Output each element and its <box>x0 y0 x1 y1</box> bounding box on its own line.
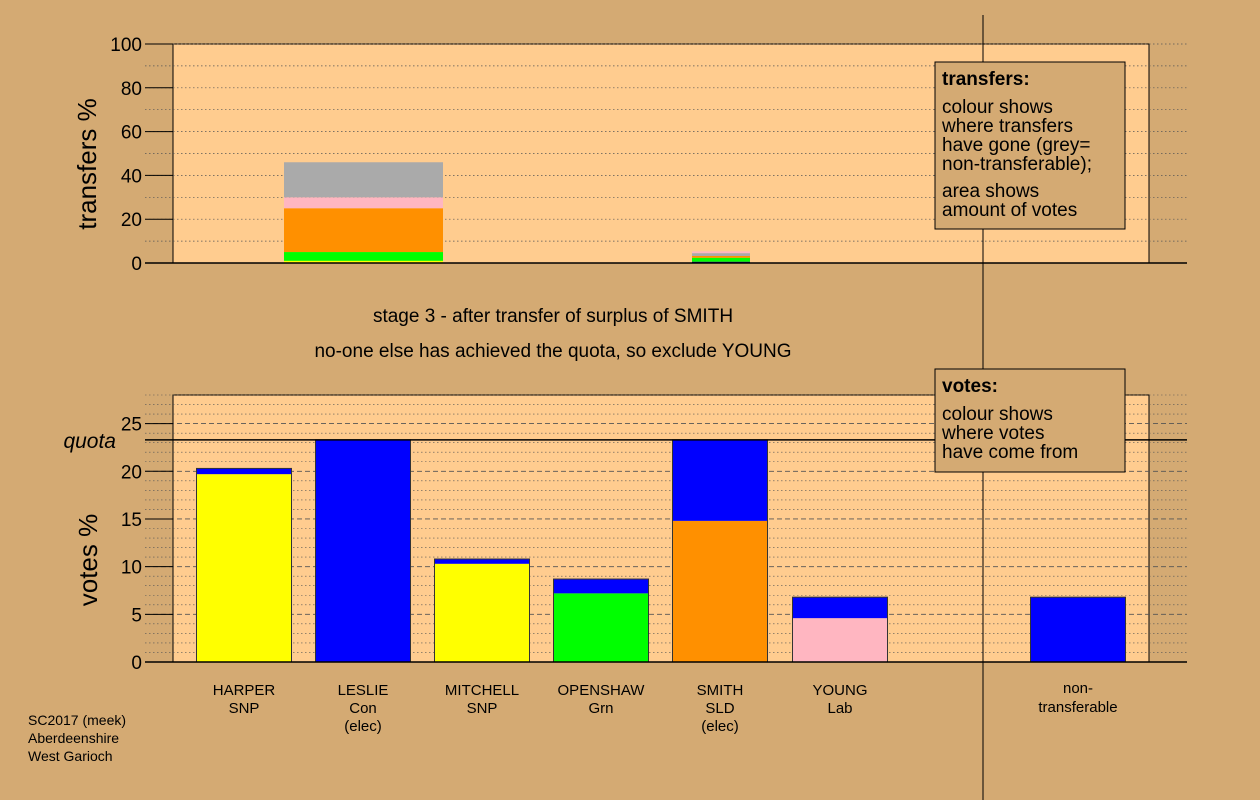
vote-segment <box>792 618 888 662</box>
transfer-segment <box>284 208 443 253</box>
votes-y-ticks: 0 5 10 15 20 25 <box>121 415 173 674</box>
nontransferable-segment <box>1030 597 1126 662</box>
transfer-segment <box>284 197 443 209</box>
transfers-legend: transfers: colour shows where transfers … <box>934 61 1126 230</box>
transfer-segment <box>284 260 443 263</box>
vote-segment <box>434 563 530 662</box>
vote-segment <box>792 597 888 619</box>
votes-y-tick-label: 0 <box>131 653 142 674</box>
footer-line: Aberdeenshire <box>28 730 119 746</box>
transfers-bars <box>284 162 750 263</box>
transfers-y-tick-label: 100 <box>110 35 142 56</box>
vote-segment <box>553 579 649 594</box>
transfers-y-ticks: 0 20 40 60 80 100 <box>110 35 173 275</box>
vote-segment <box>553 593 649 662</box>
candidate-label-line: SNP <box>229 700 260 717</box>
nontransferable-label-line: transferable <box>1038 699 1117 716</box>
votes-y-tick-label: 5 <box>131 605 142 626</box>
transfers-y-axis-label: transfers % <box>72 98 102 230</box>
candidate-label-line: (elec) <box>344 718 382 735</box>
transfers-legend-line: area shows <box>942 181 1039 202</box>
footer-line: West Garioch <box>28 748 113 764</box>
transfers-legend-line: colour shows <box>942 97 1053 118</box>
transfers-y-tick-label: 0 <box>131 254 142 275</box>
transfer-segment <box>692 251 750 254</box>
votes-bars <box>196 439 1126 663</box>
candidate-label-line: SMITH <box>697 682 744 699</box>
votes-y-tick-label: 15 <box>121 510 142 531</box>
nontransferable-label-line: non- <box>1063 680 1093 697</box>
transfer-segment <box>692 257 750 262</box>
candidate-label-line: LESLIE <box>338 682 389 699</box>
votes-legend-line: where votes <box>941 423 1044 444</box>
transfer-segment <box>692 255 750 258</box>
transfers-legend-line: have gone (grey= <box>942 135 1090 156</box>
votes-y-tick-label: 10 <box>121 558 142 579</box>
votes-legend-title: votes: <box>942 376 998 397</box>
vote-segment <box>196 474 292 662</box>
votes-legend-line: have come from <box>942 442 1078 463</box>
vote-segment <box>315 439 411 662</box>
vote-segment <box>672 520 768 662</box>
transfers-y-tick-label: 80 <box>121 79 142 100</box>
vote-segment <box>434 559 530 564</box>
candidate-labels: HARPERSNPLESLIECon(elec)MITCHELLSNPOPENS… <box>213 680 1118 735</box>
candidate-label-line: OPENSHAW <box>558 682 646 699</box>
votes-y-axis-label: votes % <box>73 514 103 607</box>
vote-segment <box>196 468 292 475</box>
candidate-label-line: (elec) <box>701 718 739 735</box>
transfers-y-tick-label: 40 <box>121 166 142 187</box>
candidate-label-line: Con <box>349 700 377 717</box>
transfers-legend-line: amount of votes <box>942 200 1077 221</box>
transfers-legend-box <box>934 61 1126 230</box>
candidate-label-line: HARPER <box>213 682 276 699</box>
quota-label: quota <box>63 430 116 453</box>
candidate-label-line: YOUNG <box>812 682 867 699</box>
transfer-segment <box>692 253 750 256</box>
candidate-label-line: Grn <box>588 700 613 717</box>
votes-legend-line: colour shows <box>942 404 1053 425</box>
votes-legend-box <box>934 368 1126 473</box>
votes-legend: votes: colour shows where votes have com… <box>934 368 1126 473</box>
transfers-y-tick-label: 60 <box>121 123 142 144</box>
candidate-label-line: SNP <box>467 700 498 717</box>
stage-action: no-one else has achieved the quota, so e… <box>314 341 791 362</box>
transfer-segment <box>284 162 443 198</box>
vote-segment <box>672 439 768 521</box>
transfers-legend-title: transfers: <box>942 69 1030 90</box>
footer-line: SC2017 (meek) <box>28 712 126 728</box>
candidate-label-line: MITCHELL <box>445 682 519 699</box>
transfers-legend-line: non-transferable); <box>942 154 1092 175</box>
transfers-y-tick-label: 20 <box>121 210 142 231</box>
candidate-label-line: Lab <box>827 700 852 717</box>
votes-y-tick-label: 25 <box>121 415 142 436</box>
votes-y-tick-label: 20 <box>121 462 142 483</box>
stage-title: stage 3 - after transfer of surplus of S… <box>373 306 733 327</box>
candidate-label-line: SLD <box>705 700 734 717</box>
transfer-segment <box>284 252 443 261</box>
transfers-legend-line: where transfers <box>941 116 1073 137</box>
